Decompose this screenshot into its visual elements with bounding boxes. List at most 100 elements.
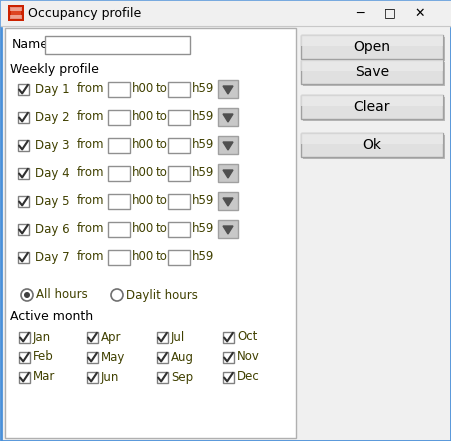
- Text: Daylit hours: Daylit hours: [126, 288, 198, 302]
- Bar: [19, 371, 30, 382]
- Bar: [108, 165, 130, 180]
- Text: Nov: Nov: [237, 351, 260, 363]
- Bar: [303, 135, 445, 159]
- Bar: [301, 35, 443, 46]
- Text: Clear: Clear: [354, 100, 390, 114]
- Bar: [301, 60, 443, 71]
- Bar: [8, 5, 24, 21]
- Bar: [108, 250, 130, 265]
- Text: Occupancy profile: Occupancy profile: [28, 7, 141, 19]
- Text: from: from: [77, 111, 105, 123]
- Text: Save: Save: [355, 65, 389, 79]
- Text: to: to: [156, 167, 168, 179]
- Bar: [10, 15, 22, 19]
- Text: Feb: Feb: [33, 351, 54, 363]
- Text: to: to: [156, 194, 168, 208]
- Bar: [303, 97, 445, 121]
- Bar: [18, 195, 29, 206]
- Circle shape: [24, 292, 30, 298]
- Polygon shape: [223, 226, 233, 234]
- Bar: [223, 332, 234, 343]
- Text: Day 6: Day 6: [35, 223, 69, 235]
- Bar: [223, 371, 234, 382]
- Text: All hours: All hours: [36, 288, 88, 302]
- Circle shape: [21, 289, 33, 301]
- Text: h00: h00: [132, 111, 154, 123]
- Text: Day 2: Day 2: [35, 111, 69, 123]
- Text: May: May: [101, 351, 125, 363]
- Text: Aug: Aug: [171, 351, 194, 363]
- Bar: [168, 109, 190, 124]
- Bar: [19, 332, 30, 343]
- Text: Day 3: Day 3: [35, 138, 69, 152]
- Text: h59: h59: [192, 167, 214, 179]
- Text: h00: h00: [132, 82, 154, 96]
- Text: Day 1: Day 1: [35, 82, 69, 96]
- Text: h00: h00: [132, 138, 154, 152]
- Bar: [218, 108, 238, 126]
- Text: to: to: [156, 111, 168, 123]
- Bar: [168, 194, 190, 209]
- Text: Jun: Jun: [101, 370, 120, 384]
- Text: to: to: [156, 223, 168, 235]
- Bar: [301, 35, 443, 59]
- Bar: [18, 168, 29, 179]
- Bar: [218, 192, 238, 210]
- Text: from: from: [77, 138, 105, 152]
- Text: Active month: Active month: [10, 310, 93, 324]
- Bar: [218, 80, 238, 98]
- Text: Weekly profile: Weekly profile: [10, 64, 99, 76]
- Text: Oct: Oct: [237, 330, 258, 344]
- Polygon shape: [223, 170, 233, 178]
- Text: from: from: [77, 167, 105, 179]
- Bar: [218, 136, 238, 154]
- Bar: [87, 351, 98, 363]
- Circle shape: [111, 289, 123, 301]
- Text: Jan: Jan: [33, 330, 51, 344]
- Text: h59: h59: [192, 194, 214, 208]
- Bar: [301, 60, 443, 84]
- Text: Day 7: Day 7: [35, 250, 69, 264]
- Text: Name: Name: [12, 38, 49, 52]
- Text: to: to: [156, 250, 168, 264]
- Bar: [303, 62, 445, 86]
- Polygon shape: [223, 142, 233, 150]
- Bar: [108, 194, 130, 209]
- Bar: [45, 36, 190, 54]
- Text: h00: h00: [132, 167, 154, 179]
- Bar: [168, 82, 190, 97]
- Bar: [301, 133, 443, 144]
- Text: to: to: [156, 138, 168, 152]
- Bar: [18, 251, 29, 262]
- Bar: [301, 133, 443, 157]
- Text: h00: h00: [132, 250, 154, 264]
- Bar: [18, 224, 29, 235]
- Bar: [108, 109, 130, 124]
- Bar: [87, 332, 98, 343]
- Text: Day 4: Day 4: [35, 167, 69, 179]
- Bar: [19, 351, 30, 363]
- Polygon shape: [223, 198, 233, 206]
- Text: h00: h00: [132, 223, 154, 235]
- Text: h59: h59: [192, 250, 214, 264]
- Text: h00: h00: [132, 194, 154, 208]
- Bar: [11, 8, 21, 18]
- Bar: [18, 112, 29, 123]
- Text: to: to: [156, 82, 168, 96]
- Bar: [10, 7, 22, 11]
- Text: Dec: Dec: [237, 370, 260, 384]
- Bar: [18, 83, 29, 94]
- Bar: [157, 371, 168, 382]
- Bar: [108, 138, 130, 153]
- Polygon shape: [223, 86, 233, 94]
- Bar: [108, 221, 130, 236]
- Bar: [218, 164, 238, 182]
- Text: from: from: [77, 82, 105, 96]
- Text: h59: h59: [192, 223, 214, 235]
- Bar: [168, 138, 190, 153]
- Bar: [108, 82, 130, 97]
- Bar: [168, 221, 190, 236]
- Text: from: from: [77, 223, 105, 235]
- Text: Apr: Apr: [101, 330, 121, 344]
- Bar: [157, 351, 168, 363]
